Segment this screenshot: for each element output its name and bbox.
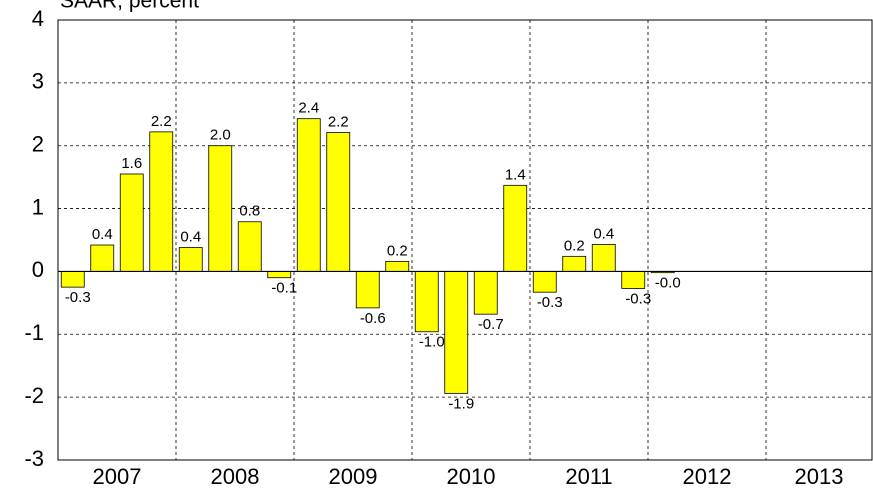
data-label: 2.0 bbox=[210, 127, 231, 144]
data-label: 0.4 bbox=[180, 229, 201, 246]
data-label: 0.2 bbox=[564, 237, 585, 254]
bar bbox=[326, 132, 351, 272]
data-label: -0.6 bbox=[360, 310, 386, 327]
bar bbox=[414, 271, 439, 333]
bar bbox=[473, 271, 498, 315]
bar bbox=[60, 271, 85, 288]
data-label: -0.3 bbox=[537, 294, 563, 311]
bar bbox=[296, 118, 321, 272]
plot-frame bbox=[57, 19, 873, 461]
data-label: 0.2 bbox=[387, 242, 408, 259]
data-label: 0.4 bbox=[593, 225, 614, 242]
y-tick-label: -3 bbox=[24, 446, 44, 471]
bar bbox=[149, 131, 174, 272]
data-label: 1.6 bbox=[121, 155, 142, 172]
data-label: -1.0 bbox=[419, 334, 445, 351]
data-label: 0.8 bbox=[239, 203, 260, 220]
x-tick-label: 2013 bbox=[795, 464, 844, 489]
data-label: -1.9 bbox=[448, 395, 474, 412]
y-tick-label: -2 bbox=[24, 383, 44, 408]
y-tick-label: 3 bbox=[32, 69, 44, 94]
y-tick-label: 0 bbox=[32, 257, 44, 282]
x-tick-label: 2010 bbox=[447, 464, 496, 489]
chart-title: SAAR, percent bbox=[60, 0, 199, 13]
bar bbox=[119, 173, 144, 272]
bar bbox=[444, 271, 469, 394]
bar bbox=[237, 221, 262, 272]
y-tick-label: 4 bbox=[32, 6, 44, 31]
y-tick-label: -1 bbox=[24, 320, 44, 345]
data-label: -0.7 bbox=[478, 316, 504, 333]
x-tick-label: 2008 bbox=[211, 464, 260, 489]
bar bbox=[503, 184, 528, 272]
y-tick-label: 1 bbox=[32, 194, 44, 219]
data-label: -0.1 bbox=[271, 280, 297, 297]
x-tick-label: 2011 bbox=[565, 464, 612, 489]
bar bbox=[562, 255, 587, 272]
bar bbox=[355, 271, 380, 309]
x-tick-label: 2009 bbox=[329, 464, 378, 489]
data-label: -0.3 bbox=[625, 290, 651, 307]
bar bbox=[532, 271, 557, 293]
x-tick-label: 2012 bbox=[683, 464, 732, 489]
bar bbox=[591, 243, 616, 272]
bar bbox=[178, 247, 203, 272]
data-label: 2.2 bbox=[151, 113, 172, 130]
data-label: 2.4 bbox=[298, 100, 319, 117]
bar bbox=[267, 271, 292, 279]
bar bbox=[621, 271, 646, 289]
data-label: 0.4 bbox=[92, 226, 113, 243]
bar bbox=[385, 260, 410, 272]
data-label: 1.4 bbox=[505, 166, 526, 183]
data-label: 2.2 bbox=[328, 113, 349, 130]
data-label: -0.0 bbox=[655, 275, 681, 292]
x-tick-label: 2007 bbox=[93, 464, 142, 489]
data-label: -0.3 bbox=[65, 289, 91, 306]
bar bbox=[208, 145, 233, 272]
y-tick-label: 2 bbox=[32, 132, 44, 157]
bar bbox=[90, 244, 115, 272]
